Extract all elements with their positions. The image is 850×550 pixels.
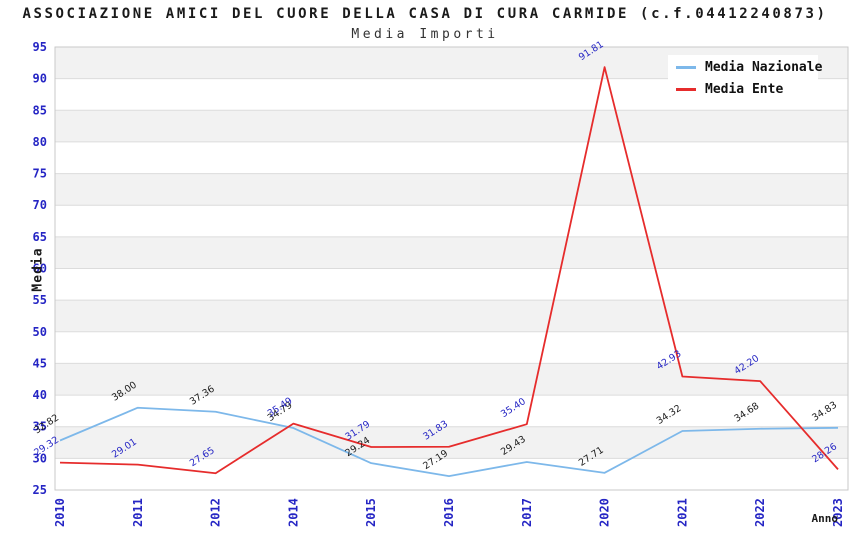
svg-text:2023: 2023 bbox=[831, 498, 845, 527]
svg-text:34.32: 34.32 bbox=[655, 403, 684, 427]
legend-item-media-nazionale[interactable]: Media Nazionale bbox=[676, 60, 822, 75]
svg-text:75: 75 bbox=[33, 167, 47, 181]
svg-text:2020: 2020 bbox=[598, 498, 612, 527]
svg-text:2015: 2015 bbox=[364, 498, 378, 527]
y-axis-title: Media bbox=[30, 247, 46, 292]
svg-text:45: 45 bbox=[33, 356, 47, 370]
svg-text:25: 25 bbox=[33, 483, 47, 497]
legend: Media Nazionale Media Ente bbox=[668, 55, 822, 104]
svg-text:2010: 2010 bbox=[53, 498, 67, 527]
svg-text:35: 35 bbox=[33, 420, 47, 434]
svg-text:55: 55 bbox=[33, 293, 47, 307]
svg-text:35.40: 35.40 bbox=[499, 396, 528, 420]
plot-bands bbox=[55, 47, 848, 459]
series-line-media-nazionale bbox=[59, 406, 839, 478]
svg-text:34.83: 34.83 bbox=[810, 400, 839, 424]
legend-item-media-ente[interactable]: Media Ente bbox=[676, 82, 810, 97]
svg-text:90: 90 bbox=[33, 72, 47, 86]
svg-text:30: 30 bbox=[33, 451, 47, 465]
chart-subtitle: Media Importi bbox=[351, 27, 499, 42]
svg-text:65: 65 bbox=[33, 230, 47, 244]
series-line-media-ente bbox=[59, 66, 839, 475]
svg-text:2012: 2012 bbox=[209, 498, 223, 527]
svg-text:40: 40 bbox=[33, 388, 47, 402]
chart-title: ASSOCIAZIONE AMICI DEL CUORE DELLA CASA … bbox=[22, 6, 828, 22]
media-ente-line-swatch bbox=[676, 88, 696, 91]
svg-text:2017: 2017 bbox=[520, 498, 534, 527]
plot-border bbox=[54, 46, 849, 491]
svg-text:60: 60 bbox=[33, 262, 47, 276]
svg-text:50: 50 bbox=[33, 325, 47, 339]
svg-text:2022: 2022 bbox=[753, 498, 767, 527]
svg-text:95: 95 bbox=[33, 40, 47, 54]
legend-label-media-nazionale: Media Nazionale bbox=[705, 60, 823, 75]
svg-text:85: 85 bbox=[33, 103, 47, 117]
svg-text:70: 70 bbox=[33, 198, 47, 212]
svg-text:80: 80 bbox=[33, 135, 47, 149]
x-axis-title: Anno bbox=[811, 512, 839, 525]
svg-text:2021: 2021 bbox=[675, 498, 689, 527]
svg-text:34.68: 34.68 bbox=[732, 401, 761, 425]
svg-text:2011: 2011 bbox=[131, 498, 145, 527]
media-nazionale-line-swatch bbox=[676, 66, 696, 69]
x-axis-tick-labels: 2010 2011 2012 2014 2015 2016 2017 2020 2021 2022… bbox=[53, 498, 845, 527]
legend-label-media-ente: Media Ente bbox=[705, 82, 784, 97]
y-axis-tick-labels: 25 30 35 40 45 50 55 60 65 70 75 80 85 90 95 bbox=[33, 40, 47, 497]
svg-text:2014: 2014 bbox=[286, 498, 300, 527]
svg-text:2016: 2016 bbox=[442, 498, 456, 527]
